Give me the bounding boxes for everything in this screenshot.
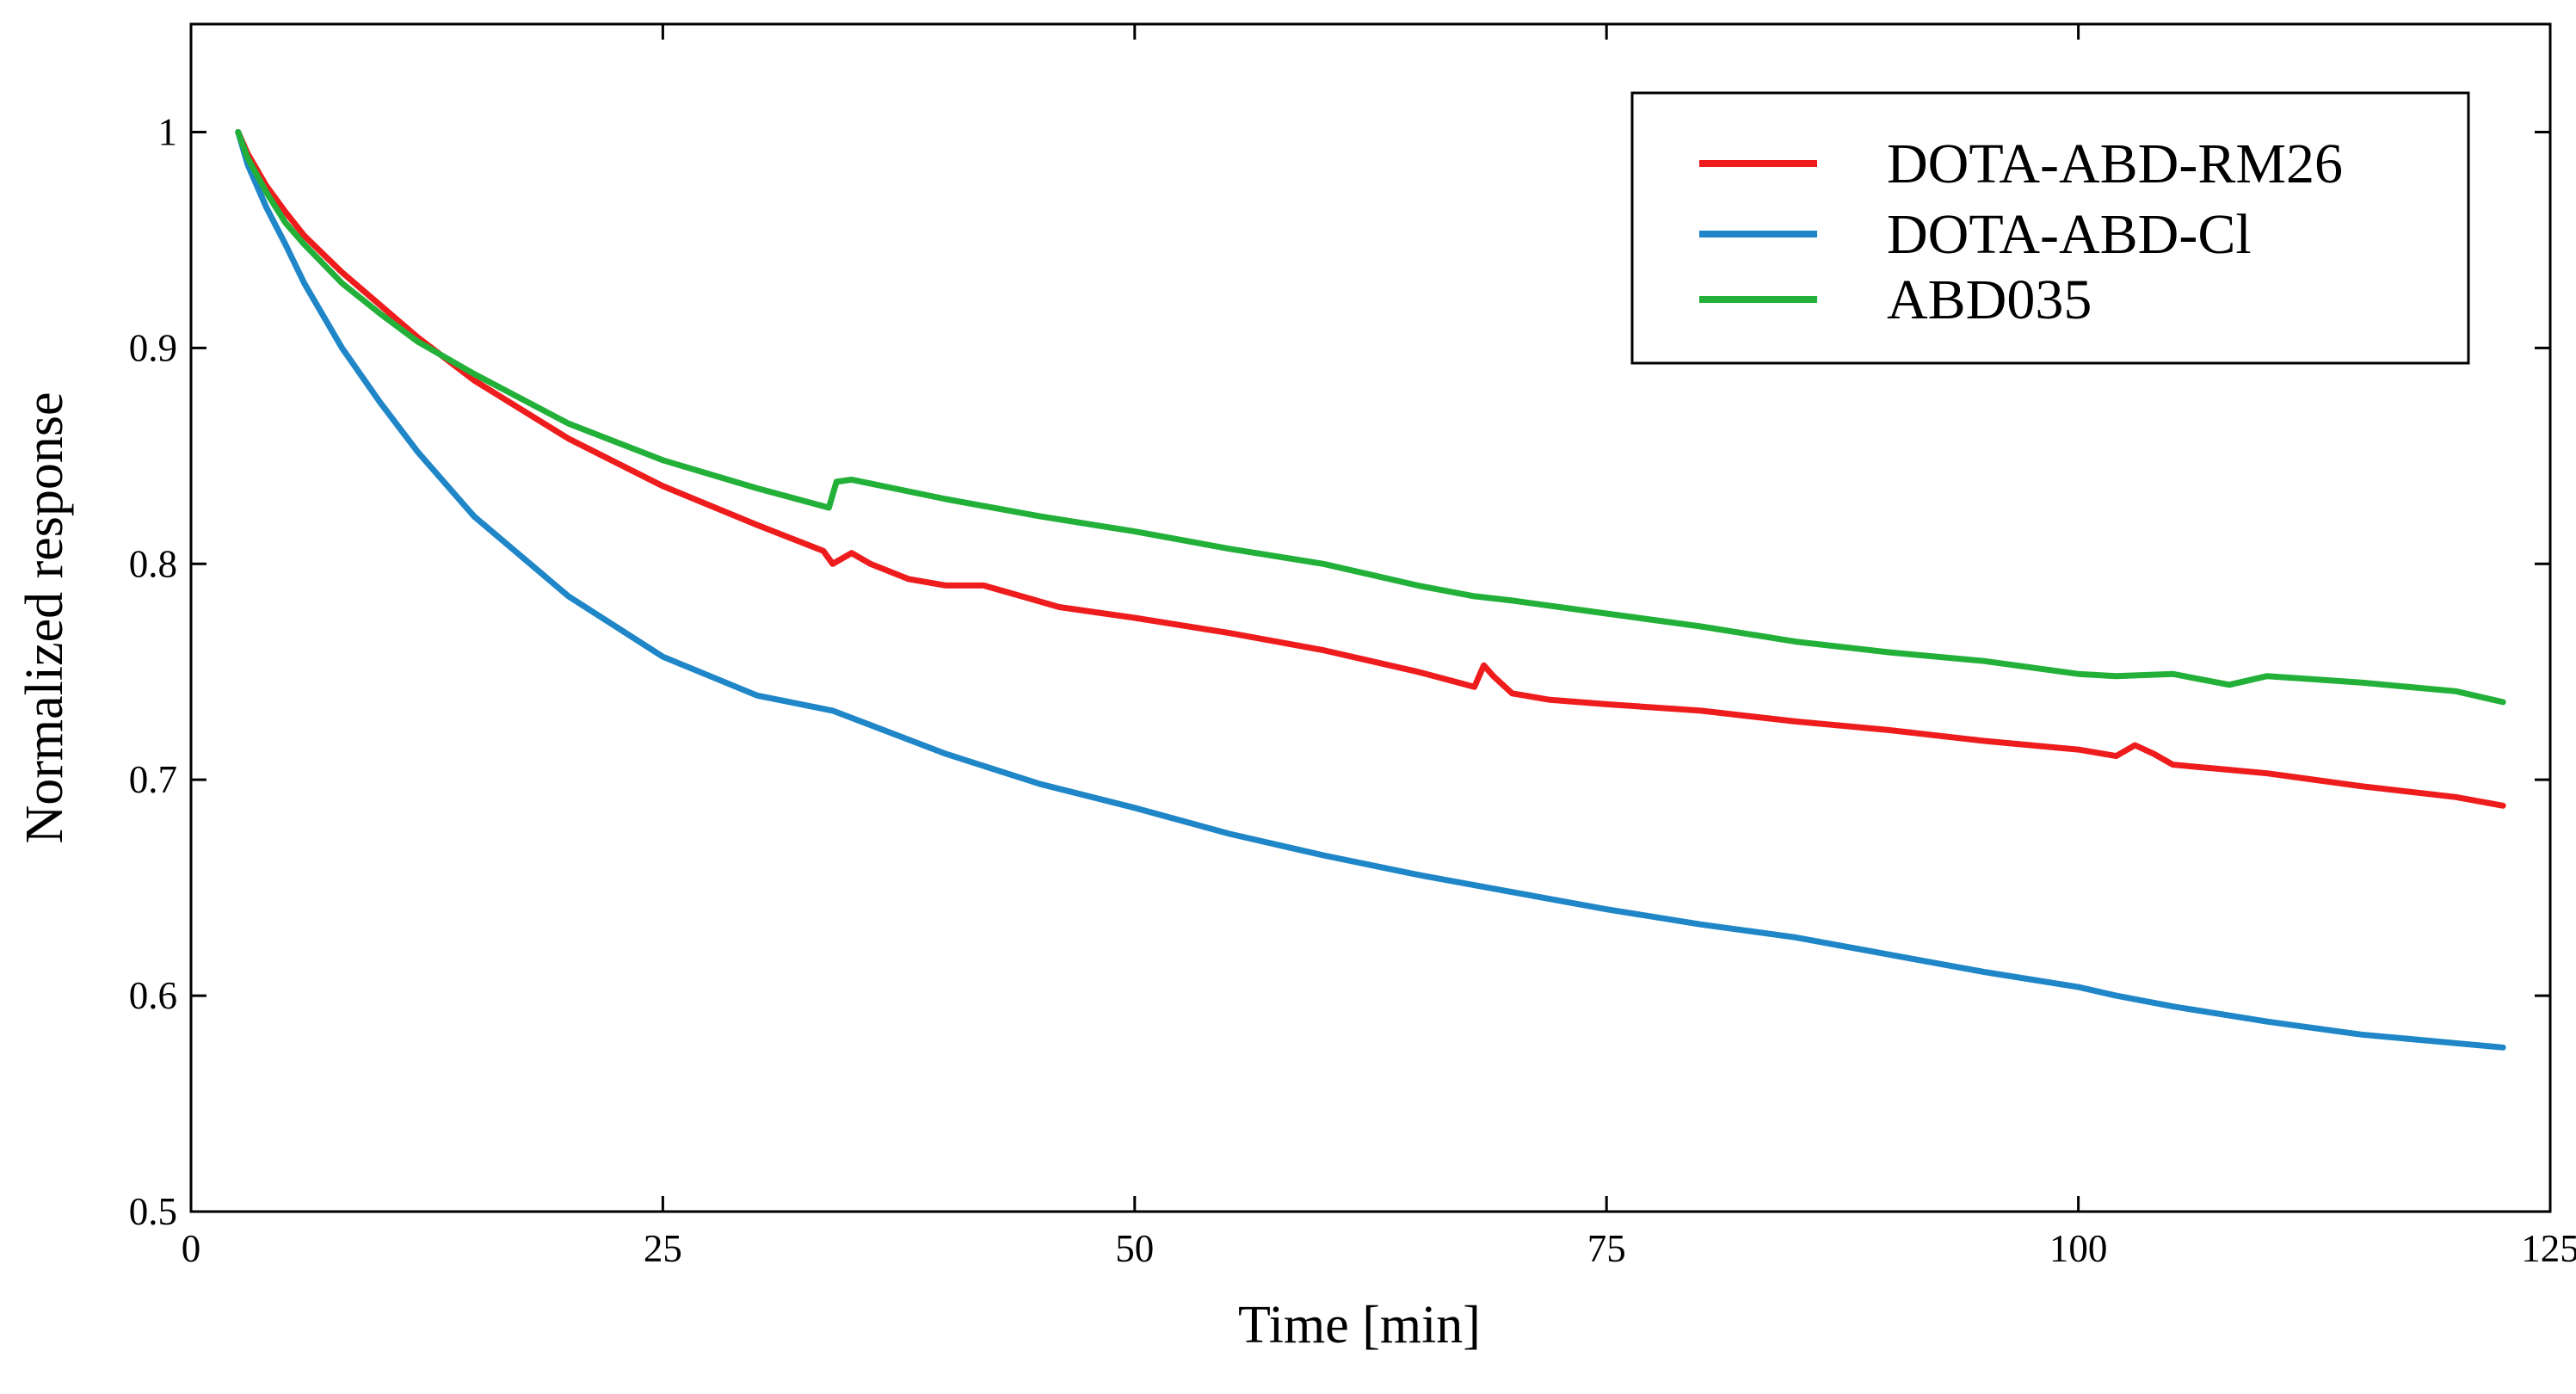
x-axis-ticks (189, 24, 2552, 1212)
y-tick-label: 0.6 (129, 974, 177, 1017)
y-axis-title: Normalized response (15, 392, 74, 843)
legend-label: DOTA-ABD-RM26 (1887, 133, 2343, 195)
y-tick-label: 0.9 (129, 326, 177, 369)
x-tick-label: 50 (1115, 1227, 1154, 1270)
legend-box (1630, 91, 2470, 365)
series-line-dota-abd-cl (235, 129, 2506, 1051)
x-tick-label: 0 (182, 1227, 201, 1270)
series-lines (235, 129, 2506, 1051)
x-tick-label: 100 (2049, 1227, 2108, 1270)
x-axis-title: Time [min] (1238, 1296, 1481, 1354)
y-tick-label: 0.7 (129, 758, 177, 801)
y-tick-label: 1 (158, 110, 178, 153)
x-tick-label: 75 (1587, 1227, 1626, 1270)
y-axis-tick-labels: 0.5 0.6 0.7 0.8 0.9 1 (129, 110, 177, 1233)
x-tick-label: 125 (2521, 1227, 2576, 1270)
x-axis-tick-labels: 0 25 50 75 100 125 (182, 1227, 2576, 1270)
legend-label: DOTA-ABD-Cl (1887, 203, 2252, 266)
plot-frame (189, 22, 2552, 1213)
y-tick-label: 0.5 (129, 1190, 177, 1233)
y-axis-ticks (191, 130, 2550, 1213)
x-tick-label: 25 (644, 1227, 682, 1270)
series-line-abd035 (235, 129, 2506, 706)
y-tick-label: 0.8 (129, 542, 177, 585)
legend-label: ABD035 (1887, 268, 2092, 331)
